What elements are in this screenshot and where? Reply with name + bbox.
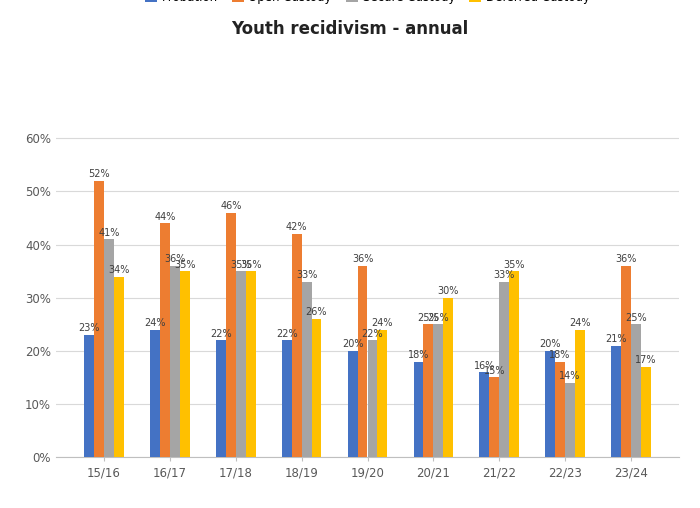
Text: 25%: 25% bbox=[428, 313, 449, 323]
Text: 42%: 42% bbox=[286, 223, 307, 232]
Bar bbox=[368, 340, 377, 457]
Bar bbox=[414, 362, 424, 457]
Text: 14%: 14% bbox=[559, 371, 581, 381]
Text: 35%: 35% bbox=[240, 260, 261, 270]
Bar bbox=[499, 282, 509, 457]
Text: 18%: 18% bbox=[408, 350, 429, 360]
Bar bbox=[104, 239, 114, 457]
Bar bbox=[631, 324, 640, 457]
Bar bbox=[302, 282, 312, 457]
Bar bbox=[565, 383, 575, 457]
Text: 34%: 34% bbox=[108, 265, 130, 275]
Text: 46%: 46% bbox=[220, 201, 241, 211]
Text: 24%: 24% bbox=[144, 318, 166, 328]
Text: 20%: 20% bbox=[342, 339, 363, 350]
Bar bbox=[377, 330, 387, 457]
Text: 36%: 36% bbox=[615, 255, 637, 264]
Bar bbox=[282, 340, 292, 457]
Bar bbox=[640, 367, 651, 457]
Text: 22%: 22% bbox=[362, 329, 384, 339]
Bar bbox=[150, 330, 160, 457]
Text: 23%: 23% bbox=[78, 324, 100, 333]
Bar bbox=[114, 276, 124, 457]
Text: 21%: 21% bbox=[606, 334, 627, 344]
Text: 44%: 44% bbox=[154, 212, 176, 222]
Text: 35%: 35% bbox=[503, 260, 525, 270]
Bar bbox=[509, 271, 519, 457]
Bar bbox=[489, 377, 499, 457]
Text: 17%: 17% bbox=[635, 355, 657, 365]
Text: 24%: 24% bbox=[569, 318, 591, 328]
Text: 25%: 25% bbox=[418, 313, 439, 323]
Bar bbox=[84, 335, 95, 457]
Bar bbox=[170, 266, 180, 457]
Text: 33%: 33% bbox=[494, 270, 514, 280]
Text: 22%: 22% bbox=[210, 329, 232, 339]
Text: 33%: 33% bbox=[296, 270, 317, 280]
Bar bbox=[160, 224, 170, 457]
Text: 24%: 24% bbox=[372, 318, 393, 328]
Text: 35%: 35% bbox=[230, 260, 251, 270]
Text: 15%: 15% bbox=[484, 366, 505, 376]
Bar bbox=[348, 351, 358, 457]
Text: 25%: 25% bbox=[625, 313, 647, 323]
Text: 35%: 35% bbox=[174, 260, 195, 270]
Bar bbox=[545, 351, 555, 457]
Bar bbox=[424, 324, 433, 457]
Bar bbox=[180, 271, 190, 457]
Text: 18%: 18% bbox=[550, 350, 570, 360]
Bar bbox=[358, 266, 368, 457]
Bar bbox=[312, 319, 321, 457]
Text: 52%: 52% bbox=[88, 169, 110, 179]
Bar bbox=[575, 330, 584, 457]
Bar bbox=[246, 271, 256, 457]
Text: 16%: 16% bbox=[474, 361, 495, 370]
Text: 20%: 20% bbox=[540, 339, 561, 350]
Bar bbox=[94, 181, 104, 457]
Bar bbox=[480, 372, 489, 457]
Text: 30%: 30% bbox=[438, 286, 459, 296]
Bar bbox=[443, 298, 453, 457]
Bar bbox=[236, 271, 246, 457]
Bar bbox=[226, 213, 236, 457]
Bar bbox=[555, 362, 565, 457]
Bar bbox=[611, 345, 621, 457]
Bar bbox=[621, 266, 631, 457]
Text: 36%: 36% bbox=[164, 255, 186, 264]
Text: 36%: 36% bbox=[352, 255, 373, 264]
Legend: Probation, Open Custody, Secure Custody, Deferred Custody: Probation, Open Custody, Secure Custody,… bbox=[141, 0, 594, 9]
Bar bbox=[216, 340, 226, 457]
Text: 26%: 26% bbox=[306, 307, 327, 318]
Bar bbox=[292, 234, 302, 457]
Text: Youth recidivism - annual: Youth recidivism - annual bbox=[232, 20, 468, 38]
Text: 22%: 22% bbox=[276, 329, 298, 339]
Text: 41%: 41% bbox=[98, 228, 120, 238]
Bar bbox=[433, 324, 443, 457]
